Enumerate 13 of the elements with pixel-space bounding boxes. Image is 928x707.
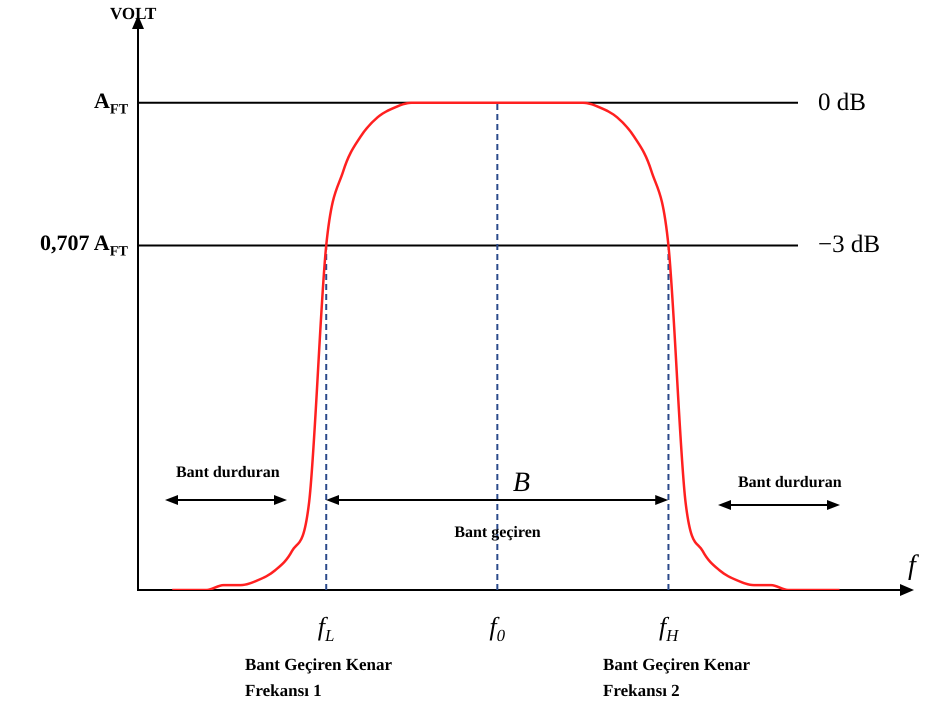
annotation: Bant durduran [738, 474, 842, 492]
x-tick-label: f$_{0}$ [489, 612, 506, 646]
annotation: Bant durduran [176, 464, 280, 482]
x-tick-label: f$_{H}$ [658, 612, 678, 646]
ref-line-label: −3 dB [818, 231, 880, 260]
text: Bant Geçiren Kenar Frekansı 2 [603, 654, 751, 702]
text: A$_{FT}$ [94, 88, 128, 118]
x-tick-label: f$_{L}$ [318, 612, 334, 646]
text: 0,707 A$_{FT}$ [40, 230, 128, 261]
annotation: B [512, 467, 530, 499]
text: Bant Geçiren Kenar Frekansı 1 [245, 654, 393, 702]
ref-line-label: 0 dB [818, 88, 866, 117]
annotation: Bant geçiren [454, 524, 541, 542]
